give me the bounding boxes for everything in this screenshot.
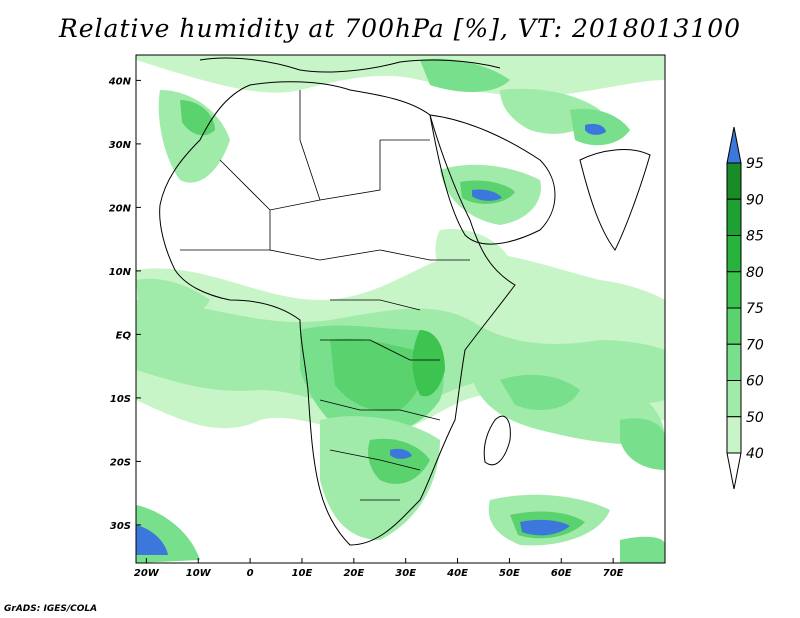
colorbar-label: 70 bbox=[746, 337, 764, 353]
x-tick-label: 40E bbox=[446, 568, 468, 579]
colorbar-swatch bbox=[726, 162, 742, 200]
colorbar-under-arrow bbox=[726, 452, 742, 490]
y-axis-ticks: 40N 30N 20N 10N EQ 10S 20S 30S bbox=[108, 76, 141, 532]
x-tick-label: 70E bbox=[603, 568, 624, 579]
x-tick-label: 30E bbox=[395, 568, 416, 579]
humidity-field bbox=[136, 55, 665, 563]
y-tick-label: 20S bbox=[110, 457, 131, 468]
x-axis-ticks: 20W 10W 0 10E 20E 30E 40E 50E 60E 70E bbox=[134, 558, 624, 579]
colorbar-swatch bbox=[726, 380, 742, 418]
x-tick-label: 50E bbox=[499, 568, 520, 579]
colorbar-swatch bbox=[726, 343, 742, 381]
colorbar-swatch bbox=[726, 416, 742, 454]
colorbar-swatch bbox=[726, 307, 742, 345]
colorbar-label: 50 bbox=[746, 410, 764, 426]
y-tick-label: 10N bbox=[109, 267, 132, 278]
colorbar-label: 40 bbox=[746, 446, 764, 462]
colorbar-label: 95 bbox=[746, 156, 764, 172]
map-title: Relative humidity at 700hPa [%], VT: 201… bbox=[58, 14, 742, 43]
colorbar-swatch bbox=[726, 235, 742, 273]
colorbar-over-arrow bbox=[726, 126, 742, 164]
colorbar-label: 80 bbox=[746, 265, 764, 281]
x-tick-label: 10W bbox=[186, 568, 212, 579]
coastlines bbox=[159, 57, 651, 546]
x-tick-label: 0 bbox=[247, 568, 254, 579]
y-tick-label: 10S bbox=[110, 394, 131, 405]
colorbar-label: 85 bbox=[746, 229, 764, 245]
country-borders bbox=[180, 90, 470, 501]
colorbar-label: 60 bbox=[746, 374, 764, 390]
colorbar-label: 75 bbox=[746, 301, 764, 317]
x-tick-label: 60E bbox=[551, 568, 572, 579]
plot-frame bbox=[135, 54, 666, 564]
colorbar-swatch bbox=[726, 198, 742, 236]
colorbar: 40 50 60 70 75 80 85 90 95 bbox=[726, 126, 764, 490]
y-tick-label: 40N bbox=[108, 76, 132, 87]
colorbar-label: 90 bbox=[746, 192, 764, 208]
y-tick-label: EQ bbox=[116, 330, 132, 341]
y-tick-label: 20N bbox=[109, 203, 132, 214]
colorbar-swatch bbox=[726, 271, 742, 309]
x-tick-label: 20E bbox=[343, 568, 364, 579]
y-tick-label: 30N bbox=[109, 140, 132, 151]
x-tick-label: 20W bbox=[134, 568, 160, 579]
x-tick-label: 10E bbox=[292, 568, 313, 579]
credit-label: GrADS: IGES/COLA bbox=[4, 604, 98, 614]
y-tick-label: 30S bbox=[110, 521, 131, 532]
